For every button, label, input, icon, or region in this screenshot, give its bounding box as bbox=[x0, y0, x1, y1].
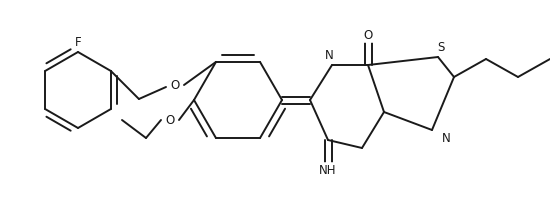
Text: S: S bbox=[437, 41, 445, 54]
Text: F: F bbox=[75, 35, 81, 48]
Text: N: N bbox=[442, 132, 450, 145]
Text: O: O bbox=[166, 113, 175, 126]
Text: N: N bbox=[324, 48, 333, 61]
Text: O: O bbox=[364, 29, 373, 42]
Text: O: O bbox=[170, 78, 180, 91]
Text: NH: NH bbox=[319, 164, 337, 177]
